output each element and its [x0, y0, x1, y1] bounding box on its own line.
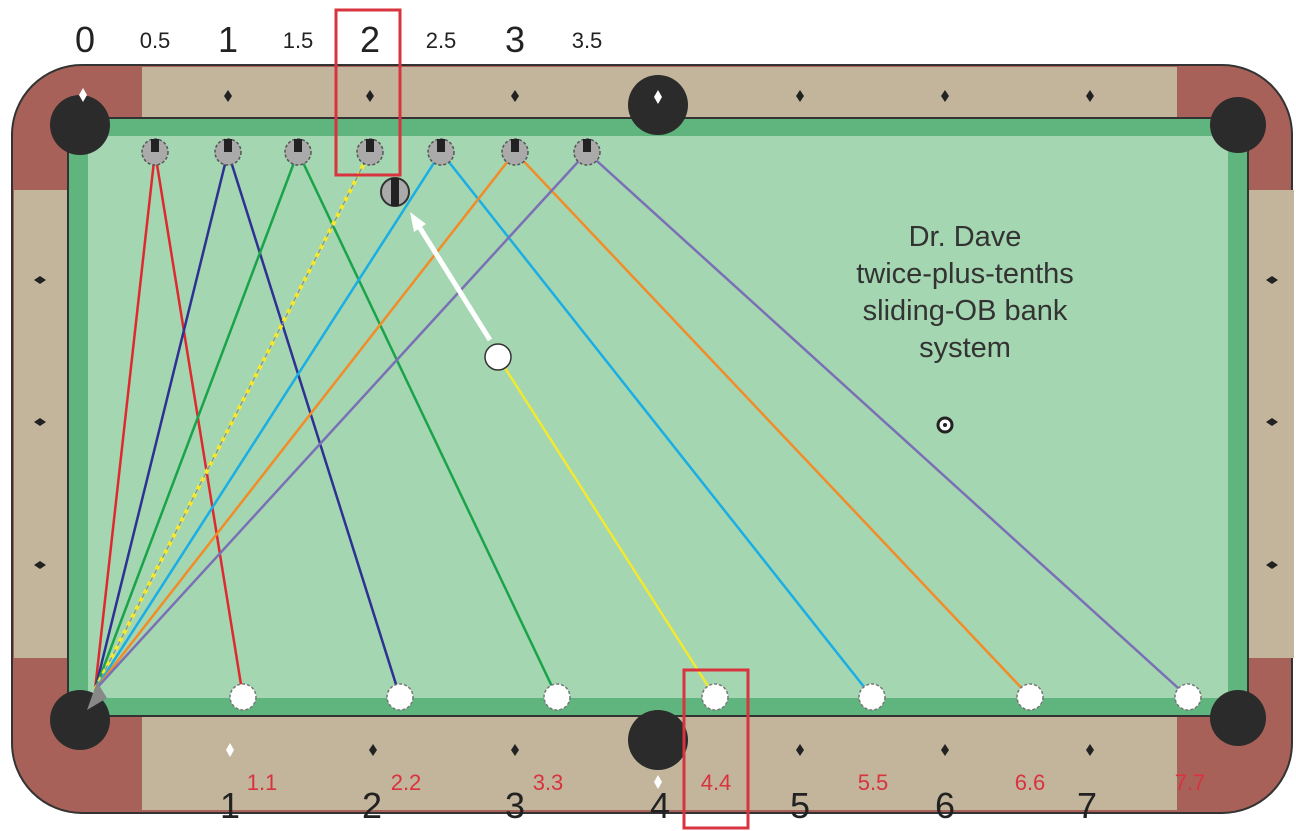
bottom-sublabel: 3.3 — [533, 770, 564, 795]
bottom-label: 1 — [220, 785, 240, 826]
top-label: 1 — [218, 19, 238, 60]
title: Dr. Dave twice-plus-tenths sliding-OB ba… — [856, 221, 1074, 364]
bottom-label: 5 — [790, 785, 810, 826]
top-label: 2 — [360, 19, 380, 60]
bottom-label: 2 — [362, 785, 382, 826]
white-diamonds — [79, 88, 662, 789]
diamonds — [34, 90, 1278, 756]
bottom-labels: 1 2 3 4 5 6 7 1.1 2.2 3.3 4.4 5.5 6.6 7.… — [220, 770, 1205, 826]
top-label: 0 — [75, 19, 95, 60]
bottom-sublabel: 6.6 — [1015, 770, 1046, 795]
bottom-sublabel: 7.7 — [1175, 770, 1206, 795]
bottom-label: 6 — [935, 785, 955, 826]
bottom-sublabel: 2.2 — [391, 770, 422, 795]
bottom-label: 4 — [650, 785, 670, 826]
bottom-label: 7 — [1077, 785, 1097, 826]
cue-ball — [484, 343, 512, 371]
bottom-label: 3 — [505, 785, 525, 826]
highlight-box — [334, 8, 402, 177]
cue-arrowhead — [410, 212, 426, 232]
target-balls — [229, 683, 1202, 711]
cue-arrow — [417, 226, 493, 342]
top-label: 1.5 — [283, 28, 314, 53]
top-label: 0.5 — [140, 28, 171, 53]
bottom-sublabel: 5.5 — [858, 770, 889, 795]
title-line: system — [919, 332, 1011, 364]
object-ball-stripe — [391, 178, 399, 206]
title-line: Dr. Dave — [909, 221, 1022, 253]
arrowhead — [87, 682, 107, 710]
pockets — [50, 75, 1266, 770]
top-label: 3.5 — [572, 28, 603, 53]
top-label: 3 — [505, 19, 525, 60]
spot-center — [943, 423, 947, 427]
title-line: sliding-OB bank — [863, 295, 1068, 327]
bottom-sublabel: 4.4 — [701, 770, 732, 795]
top-labels: 0 0.5 1 1.5 2 2.5 3 3.5 — [75, 19, 602, 60]
ball-marks — [151, 139, 591, 152]
bottom-sublabel: 1.1 — [247, 770, 278, 795]
highlight-box — [682, 668, 750, 830]
felt — [88, 136, 1228, 698]
top-label: 2.5 — [426, 28, 457, 53]
title-line: twice-plus-tenths — [856, 258, 1074, 290]
